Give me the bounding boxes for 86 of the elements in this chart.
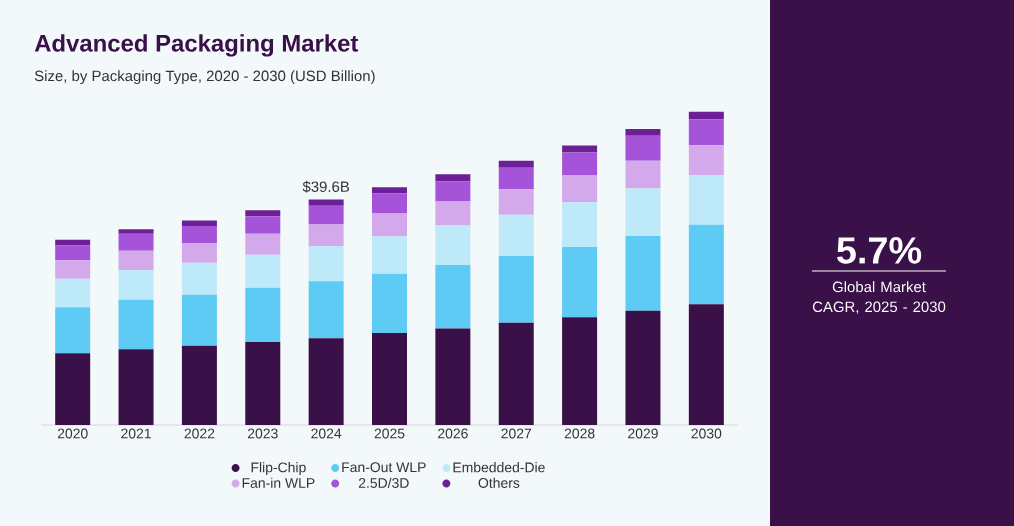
bar xyxy=(625,128,661,136)
bar xyxy=(562,152,598,176)
bar xyxy=(181,226,217,243)
bar xyxy=(562,202,598,248)
x-tick-label: 2023 xyxy=(247,428,278,439)
bar xyxy=(308,205,344,225)
x-tick-label: 2024 xyxy=(311,428,342,439)
bar xyxy=(308,246,344,282)
bar xyxy=(562,175,598,203)
bar xyxy=(625,160,661,189)
bar xyxy=(245,254,281,288)
bar xyxy=(435,225,471,265)
chart-title: Advanced Packaging Market xyxy=(34,34,359,57)
bar xyxy=(181,262,217,295)
bar xyxy=(308,338,344,425)
bar xyxy=(372,332,407,425)
bar xyxy=(688,111,724,120)
bar xyxy=(688,174,724,225)
chart-subtitle: Size, by Packaging Type, 2020 - 2030 (USD Billion) xyxy=(34,70,375,85)
bar xyxy=(372,273,407,333)
legend-label: Others xyxy=(478,477,520,488)
bar xyxy=(181,220,217,227)
legend-label: Fan-in WLP xyxy=(242,477,315,488)
bar xyxy=(118,299,154,350)
bar xyxy=(308,224,344,247)
bar xyxy=(625,135,661,161)
bar xyxy=(498,256,534,323)
bar xyxy=(498,167,534,190)
x-tick-label: 2021 xyxy=(121,428,151,439)
bar xyxy=(688,145,724,175)
x-tick-label: 2027 xyxy=(501,428,532,439)
bar xyxy=(245,341,281,425)
annotation: $39.6B xyxy=(302,180,350,193)
bar xyxy=(118,233,154,251)
x-tick-label: 2026 xyxy=(438,428,468,439)
bar xyxy=(372,213,407,237)
x-tick-label: 2029 xyxy=(628,428,658,439)
bar xyxy=(498,189,534,215)
bar xyxy=(498,160,534,168)
bar xyxy=(181,345,217,425)
bar xyxy=(372,187,407,194)
legend-label: Fan-Out WLP xyxy=(342,462,426,473)
bar xyxy=(498,322,534,425)
bar xyxy=(245,233,281,255)
bar xyxy=(435,328,471,425)
bar xyxy=(435,181,471,202)
bar xyxy=(372,236,407,274)
bar xyxy=(308,199,344,206)
bar xyxy=(55,353,91,425)
bar xyxy=(118,349,154,425)
x-tick-label: 2022 xyxy=(184,428,215,439)
bar xyxy=(118,229,154,234)
bar xyxy=(245,216,281,234)
bar xyxy=(181,294,217,346)
bar xyxy=(625,310,661,425)
x-tick-label: 2028 xyxy=(564,428,595,439)
bar xyxy=(55,307,91,354)
bar xyxy=(55,278,91,308)
bar xyxy=(245,287,281,342)
bar xyxy=(498,214,534,257)
bar xyxy=(308,281,344,339)
bar xyxy=(688,119,724,146)
bar xyxy=(435,174,471,182)
bar xyxy=(372,193,407,214)
bar xyxy=(688,304,724,425)
bar xyxy=(181,242,217,263)
legend-label: Embedded-Die xyxy=(453,462,545,473)
bar xyxy=(435,264,471,329)
bar xyxy=(55,245,91,261)
x-tick-label: 2025 xyxy=(374,428,405,439)
x-tick-label: 2030 xyxy=(691,428,722,439)
bar xyxy=(688,224,724,305)
bar xyxy=(562,317,598,425)
x-tick-label: 2020 xyxy=(57,428,88,439)
bar xyxy=(562,247,598,318)
legend-label: Flip-Chip xyxy=(251,462,306,476)
bar xyxy=(118,250,154,270)
bar xyxy=(55,260,91,279)
bar xyxy=(625,236,661,311)
bar xyxy=(435,201,471,226)
bar xyxy=(625,188,661,237)
legend-label: 2.5D/3D xyxy=(358,477,409,488)
text: Global Market CAGR, 2025 - 2030 xyxy=(812,281,946,314)
bar xyxy=(118,269,154,300)
text: 5.7% xyxy=(837,237,922,264)
bar xyxy=(245,210,281,217)
